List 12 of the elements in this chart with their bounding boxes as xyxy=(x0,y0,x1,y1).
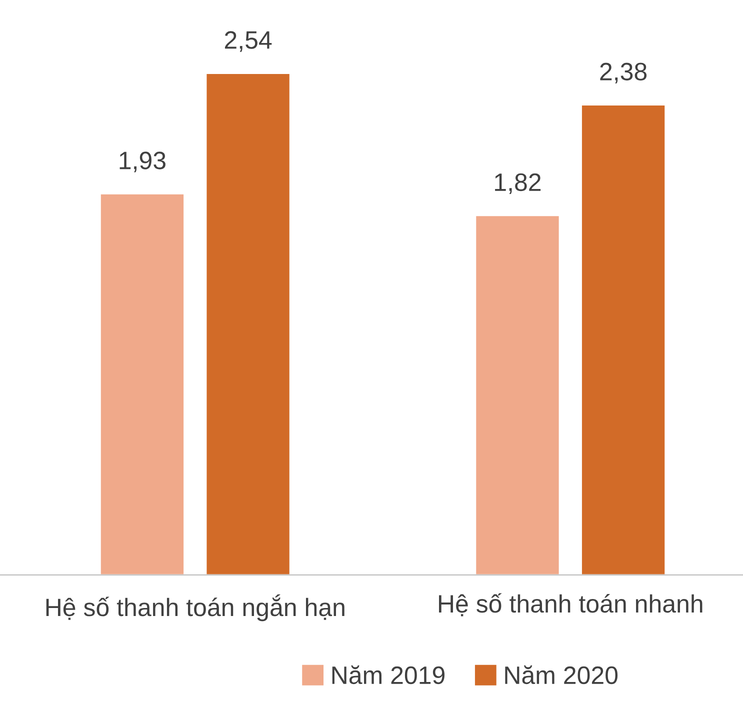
data-label: 1,93 xyxy=(120,152,166,172)
bar xyxy=(580,104,666,575)
legend-label: Năm 2019 xyxy=(332,665,444,684)
x-tick-label: Hệ số thanh toán nhanh xyxy=(439,593,702,616)
legend-label: Năm 2020 xyxy=(505,665,618,684)
bar xyxy=(474,214,560,575)
x-tick-label: Hệ số thanh toán ngắn hạn xyxy=(46,594,344,622)
data-label: 2,38 xyxy=(600,62,647,84)
data-label: 2,54 xyxy=(224,31,272,52)
bar xyxy=(205,72,291,575)
bar xyxy=(99,193,185,575)
data-label: 1,82 xyxy=(495,173,541,194)
